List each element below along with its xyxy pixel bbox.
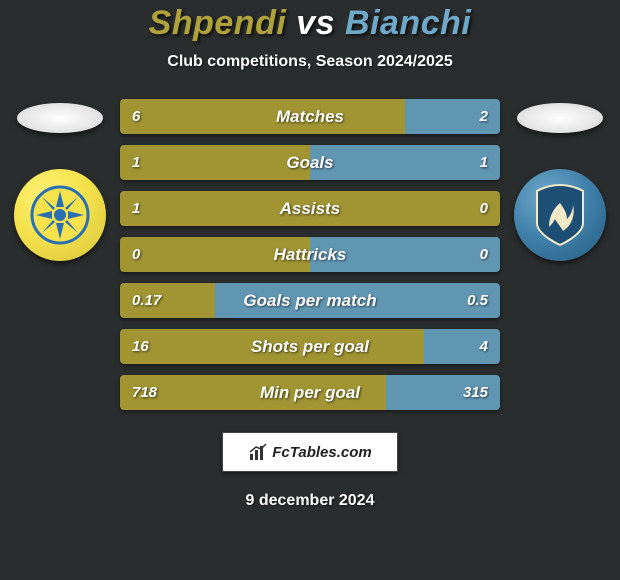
stat-label: Goals per match — [120, 283, 500, 318]
stat-label: Assists — [120, 191, 500, 226]
stat-label: Goals — [120, 145, 500, 180]
club-badge-right-icon — [533, 183, 587, 247]
player2-avatar-placeholder — [517, 103, 603, 133]
stat-row: 00Hattricks — [120, 237, 500, 272]
stat-row: 10Assists — [120, 191, 500, 226]
player2-name: Bianchi — [345, 4, 471, 42]
stat-row: 164Shots per goal — [120, 329, 500, 364]
date: 9 december 2024 — [246, 492, 375, 510]
right-column — [500, 99, 620, 410]
chart-icon — [248, 442, 268, 462]
source-logo-text: FcTables.com — [272, 444, 371, 461]
stat-row: 62Matches — [120, 99, 500, 134]
stats-bars: 62Matches 11Goals 10Assists 00Hattricks 0.17… — [120, 99, 500, 410]
title-vs: vs — [296, 4, 335, 42]
player1-club-badge — [14, 169, 106, 261]
club-badge-left-icon — [30, 185, 90, 245]
comparison-card: Shpendi vs Bianchi Club competitions, Se… — [0, 0, 620, 580]
player1-avatar-placeholder — [17, 103, 103, 133]
stat-label: Hattricks — [120, 237, 500, 272]
player1-name: Shpendi — [149, 4, 287, 42]
subtitle: Club competitions, Season 2024/2025 — [167, 53, 452, 71]
stats-area: 62Matches 11Goals 10Assists 00Hattricks 0.17… — [0, 99, 620, 410]
stat-row: 0.170.5Goals per match — [120, 283, 500, 318]
left-column — [0, 99, 120, 410]
stat-row: 718315Min per goal — [120, 375, 500, 410]
source-logo[interactable]: FcTables.com — [222, 432, 398, 472]
stat-row: 11Goals — [120, 145, 500, 180]
stat-label: Min per goal — [120, 375, 500, 410]
stat-label: Matches — [120, 99, 500, 134]
player2-club-badge — [514, 169, 606, 261]
stat-label: Shots per goal — [120, 329, 500, 364]
title: Shpendi vs Bianchi — [149, 4, 472, 43]
